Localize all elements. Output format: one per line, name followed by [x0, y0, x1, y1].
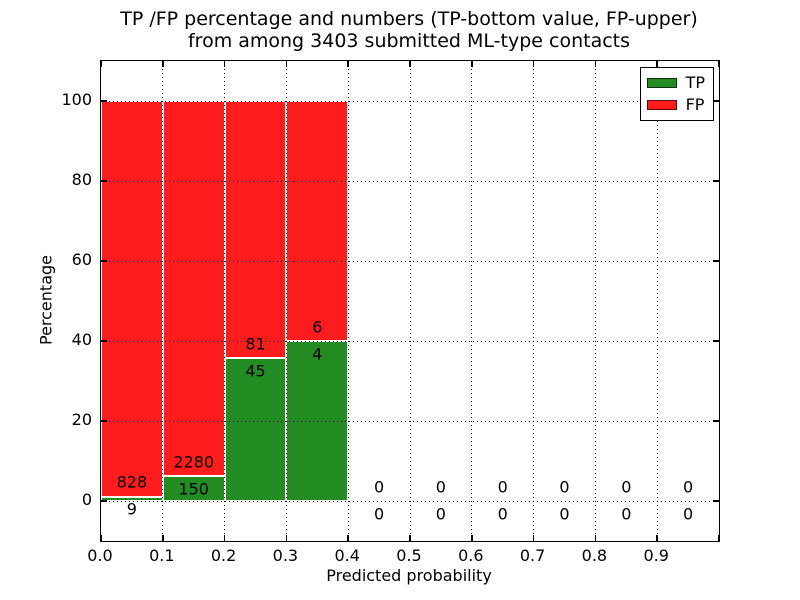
x-axis-tick — [285, 535, 288, 541]
x-axis-tick — [162, 535, 164, 541]
x-axis-tick-top — [223, 61, 226, 67]
bar-segment-fp — [286, 101, 349, 341]
legend-item-fp: FP — [646, 94, 705, 116]
x-axis-tick — [471, 535, 473, 541]
fp-count-label: 0 — [497, 477, 508, 497]
x-axis-tick-top — [409, 61, 411, 67]
tp-count-label: 150 — [178, 479, 209, 499]
x-axis-tick — [347, 535, 349, 541]
tp-count-label: 0 — [435, 504, 446, 524]
bar-segment-fp — [224, 101, 287, 359]
gridline-vertical — [162, 61, 164, 541]
x-axis-tick — [100, 535, 102, 541]
fp-count-label: 828 — [116, 472, 148, 492]
fp-count-label: 6 — [312, 317, 323, 337]
x-axis-tick-top — [100, 61, 102, 67]
x-axis-tick — [223, 535, 226, 541]
tp-count-label: 4 — [312, 344, 323, 364]
x-tick-label: 0.6 — [458, 546, 484, 565]
gridline-vertical — [285, 61, 287, 541]
plot-area: TP FP 828 9 2280 150 81 45 6 4 0 0 0 0 0 0 0 0 0 0 0 0 — [100, 60, 720, 542]
x-axis-tick-top — [594, 61, 597, 67]
x-tick-label: 0.1 — [149, 546, 175, 565]
x-axis-tick — [718, 535, 720, 541]
fp-count-label: 0 — [621, 477, 632, 497]
x-axis-tick-top — [162, 61, 164, 67]
chart-title-line1: TP /FP percentage and numbers (TP-bottom… — [120, 8, 698, 30]
chart-title: TP /FP percentage and numbers (TP-bottom… — [100, 8, 718, 52]
y-axis-tick-right — [713, 180, 719, 182]
x-tick-label: 0.3 — [272, 546, 299, 565]
y-axis-tick-right — [713, 340, 719, 342]
gridline-vertical — [533, 61, 535, 541]
y-axis-tick-right — [713, 260, 719, 262]
x-tick-label: 0.8 — [581, 546, 608, 565]
y-axis-tick — [101, 260, 107, 262]
tp-count-label: 0 — [621, 504, 632, 524]
x-axis-tick-top — [285, 61, 288, 67]
bar-segment-fp — [101, 101, 163, 497]
x-axis-tick-top — [347, 61, 349, 67]
gridline-vertical — [656, 61, 658, 541]
fp-count-label: 2280 — [173, 452, 215, 472]
x-axis-tick — [409, 535, 411, 541]
x-tick-label: 0.0 — [87, 546, 113, 565]
gridline-vertical — [471, 61, 473, 541]
gridline-vertical — [594, 61, 596, 541]
x-axis-tick — [656, 535, 658, 541]
y-axis-tick — [101, 420, 107, 422]
tp-count-label: 0 — [374, 504, 385, 524]
legend: TP FP — [639, 67, 714, 121]
tp-count-label: 0 — [559, 504, 570, 524]
chart-title-line2: from among 3403 submitted ML-type contac… — [187, 30, 631, 52]
y-axis-tick — [101, 340, 107, 342]
y-axis-tick-right — [713, 500, 719, 502]
y-axis-tick-right — [713, 100, 719, 102]
x-tick-label: 0.9 — [643, 546, 669, 565]
tp-count-label: 45 — [245, 361, 266, 381]
legend-item-tp: TP — [646, 72, 705, 94]
y-tick-label: 60 — [71, 250, 92, 269]
x-tick-label: 0.2 — [210, 546, 237, 565]
legend-label-fp: FP — [685, 95, 705, 114]
fp-count-label: 81 — [245, 334, 266, 354]
legend-swatch-tp — [646, 78, 677, 88]
y-tick-label: 0 — [81, 490, 92, 509]
gridline-vertical — [347, 61, 349, 541]
fp-count-label: 0 — [374, 477, 385, 497]
x-axis-tick-top — [471, 61, 473, 67]
gridline-vertical — [224, 61, 226, 541]
x-axis-tick — [594, 535, 597, 541]
y-tick-label: 100 — [61, 90, 92, 109]
y-axis-tick — [101, 180, 107, 182]
x-axis-label: Predicted probability — [326, 566, 492, 585]
legend-swatch-fp — [646, 100, 677, 110]
gridline-vertical — [409, 61, 411, 541]
y-axis-tick — [101, 500, 107, 502]
x-tick-label: 0.5 — [396, 546, 422, 565]
y-axis-tick-right — [713, 420, 719, 422]
tp-count-label: 0 — [497, 504, 508, 524]
y-tick-label: 20 — [71, 410, 92, 429]
y-tick-label: 40 — [71, 330, 92, 349]
x-axis-tick-top — [718, 61, 720, 67]
x-axis-tick-top — [532, 61, 535, 67]
tp-count-label: 0 — [683, 504, 694, 524]
x-tick-label: 0.7 — [519, 546, 546, 565]
y-tick-label: 80 — [71, 170, 92, 189]
legend-label-tp: TP — [685, 73, 705, 92]
x-axis-tick — [532, 535, 535, 541]
fp-count-label: 0 — [683, 477, 694, 497]
fp-count-label: 0 — [559, 477, 570, 497]
x-axis-tick-top — [656, 61, 658, 67]
y-axis-tick — [101, 100, 107, 102]
tp-count-label: 9 — [126, 499, 137, 519]
x-tick-label: 0.4 — [334, 546, 360, 565]
fp-count-label: 0 — [435, 477, 446, 497]
